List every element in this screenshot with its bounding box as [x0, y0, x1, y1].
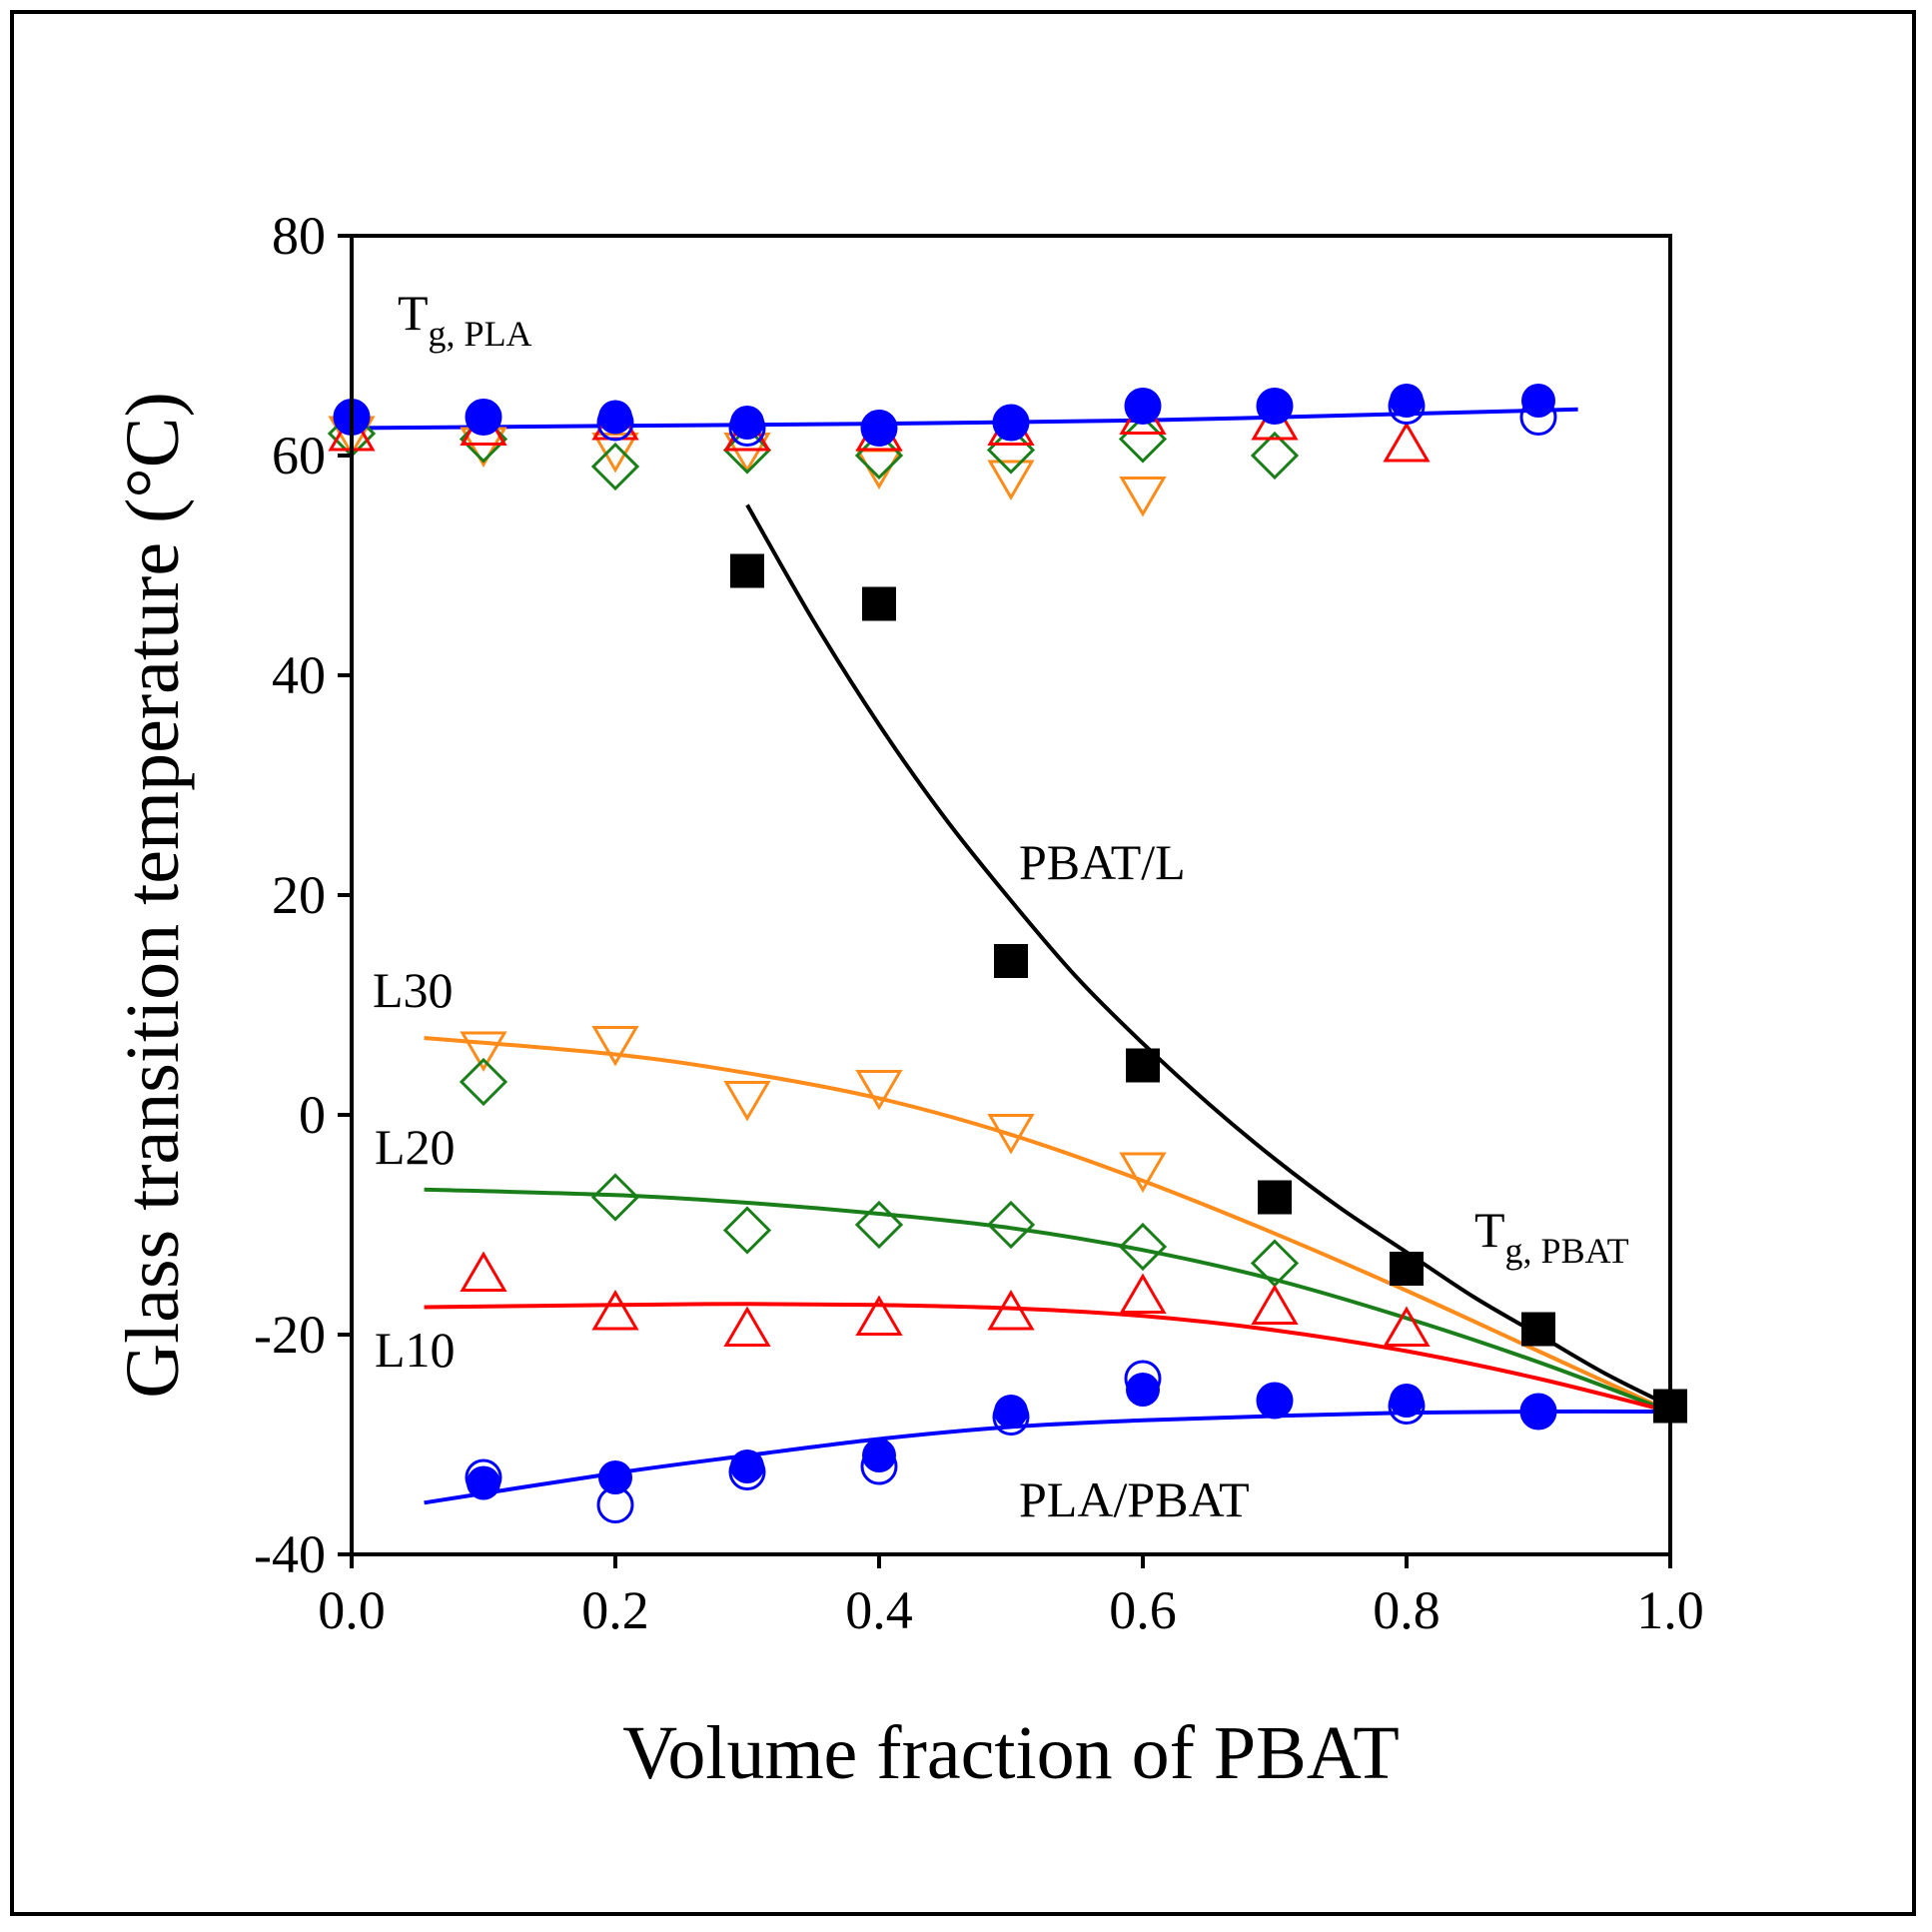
fit-line — [424, 1409, 1671, 1505]
diamond-marker — [459, 1057, 508, 1107]
y-tick-label: -40 — [254, 1524, 326, 1584]
filled-circle-marker — [730, 1449, 764, 1483]
x-tick-label: 0.8 — [1373, 1580, 1441, 1640]
filled-circle-marker — [1258, 1384, 1292, 1418]
filled-circle-marker — [1521, 384, 1555, 418]
square-marker — [730, 553, 764, 588]
diamond-marker — [722, 426, 772, 475]
fit-line — [745, 503, 1671, 1409]
triangle-down-marker — [987, 460, 1035, 500]
x-tick-label: 0.4 — [845, 1580, 913, 1640]
x-tick-label: 0.0 — [318, 1580, 386, 1640]
filled-circle-marker — [862, 411, 896, 446]
x-axis-title: Volume fraction of PBAT — [622, 1711, 1400, 1795]
triangle-up-marker — [987, 1290, 1035, 1331]
square-marker — [994, 944, 1028, 978]
triangle-down-marker — [855, 449, 903, 489]
filled-circle-marker — [467, 1465, 500, 1500]
triangle-up-marker — [723, 1306, 771, 1347]
filled-circle-marker — [1390, 1384, 1424, 1418]
figure-frame — [10, 10, 1916, 1916]
square-marker — [1390, 1252, 1424, 1286]
square-marker — [1126, 1048, 1160, 1083]
square-marker — [1258, 1180, 1292, 1215]
diamond-marker — [590, 442, 640, 491]
pbat-l-label: PBAT/L — [1019, 834, 1186, 890]
y-tick-label: 60 — [272, 426, 326, 485]
y-tick-label: 80 — [272, 206, 326, 266]
diamond-marker — [722, 1206, 772, 1255]
diamond-marker — [986, 1200, 1036, 1250]
triangle-down-marker — [855, 1070, 903, 1111]
y-axis-title: Glass transition temperature (°C) — [111, 392, 195, 1399]
filled-circle-marker — [598, 1460, 632, 1494]
triangle-up-marker — [1383, 422, 1431, 463]
pla-pbat-label: PLA/PBAT — [1019, 1471, 1250, 1527]
fit-line — [424, 1302, 1671, 1414]
x-tick-label: 0.6 — [1109, 1580, 1177, 1640]
y-tick-label: 40 — [272, 645, 326, 705]
filled-circle-marker — [467, 400, 500, 435]
filled-circle-marker — [1521, 1395, 1555, 1429]
l30-label: L30 — [373, 962, 454, 1018]
y-tick-label: -20 — [254, 1305, 326, 1365]
diamond-marker — [1250, 431, 1300, 481]
triangle-up-marker — [855, 1295, 903, 1336]
square-marker — [862, 586, 896, 621]
data-markers — [327, 384, 1687, 1523]
l20-label: L20 — [375, 1119, 456, 1175]
fit-line — [424, 1036, 1671, 1414]
triangle-up-marker — [591, 1290, 639, 1331]
tg-pbat-label: Tg, PBAT — [1474, 1202, 1629, 1271]
triangle-down-marker — [460, 1031, 507, 1072]
x-tick-label: 0.2 — [581, 1580, 649, 1640]
triangle-down-marker — [723, 1081, 771, 1122]
diamond-marker — [1118, 1222, 1168, 1272]
triangle-up-marker — [1383, 1306, 1431, 1347]
triangle-down-marker — [987, 1114, 1035, 1155]
filled-circle-marker — [1390, 384, 1424, 418]
filled-circle-marker — [994, 406, 1028, 440]
axis-ticks: 0.0 0.2 0.4 0.6 0.8 1.0 -40 -20 0 20 40 60 80 — [254, 206, 1704, 1640]
triangle-down-marker — [1119, 477, 1167, 517]
triangle-down-marker — [591, 1026, 639, 1067]
filled-circle-marker — [1126, 389, 1160, 424]
diamond-marker — [854, 1200, 904, 1250]
filled-circle-marker — [994, 1395, 1028, 1429]
filled-circle-marker — [598, 400, 632, 435]
filled-circle-marker — [1258, 389, 1292, 424]
fit-line — [424, 1187, 1671, 1414]
triangle-up-marker — [1119, 1273, 1167, 1314]
triangle-up-marker — [1251, 1284, 1299, 1325]
filled-circle-marker — [730, 406, 764, 440]
x-tick-label: 1.0 — [1636, 1580, 1704, 1640]
triangle-down-marker — [1119, 1152, 1167, 1193]
triangle-up-marker — [460, 1251, 507, 1292]
filled-circle-marker — [862, 1439, 896, 1472]
diamond-marker — [590, 1173, 640, 1222]
l10-label: L10 — [375, 1322, 456, 1378]
tg-pla-label: Tg, PLA — [398, 285, 532, 354]
filled-circle-marker — [1126, 1373, 1160, 1407]
square-marker — [1521, 1312, 1555, 1347]
y-tick-label: 0 — [299, 1085, 326, 1145]
y-tick-label: 20 — [272, 865, 326, 925]
